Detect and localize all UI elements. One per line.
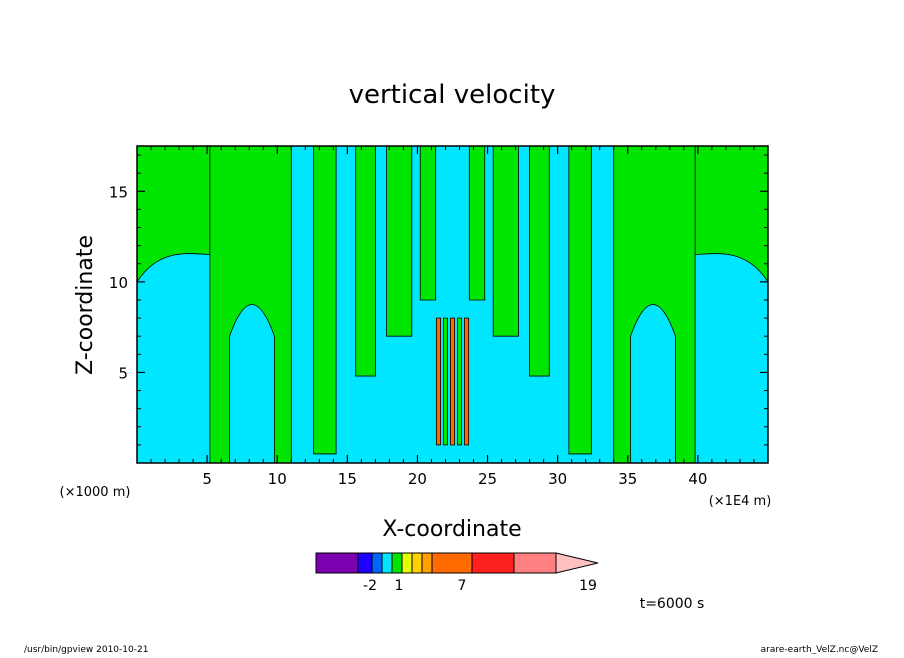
x-tick-label: 35 xyxy=(618,470,637,488)
colorbar-swatch xyxy=(513,552,557,574)
contour-region xyxy=(630,304,676,464)
core-cell xyxy=(449,317,456,446)
chart-title: vertical velocity xyxy=(349,80,556,110)
contour-region xyxy=(419,145,437,301)
contour-region xyxy=(386,145,413,337)
footer-left: /usr/bin/gpview 2010-10-21 xyxy=(24,645,148,654)
colorbar-swatch xyxy=(411,552,423,574)
plot-frame xyxy=(136,145,769,464)
colorbar-swatch xyxy=(471,552,515,574)
colorbar-swatch xyxy=(357,552,373,574)
x-tick-label: 10 xyxy=(268,470,287,488)
colorbar-label: -2 xyxy=(363,578,377,594)
colorbar-swatch xyxy=(401,552,413,574)
x-axis: 5 10 15 20 25 30 35 40 xyxy=(150,146,755,488)
contour-region xyxy=(313,145,337,455)
y-axis: 5 10 15 xyxy=(109,154,768,446)
y-tick-label: 15 xyxy=(109,183,128,201)
x-axis-title: X-coordinate xyxy=(382,517,521,542)
plot-area xyxy=(136,145,769,464)
contour-region xyxy=(529,145,550,377)
x-tick-label: 40 xyxy=(688,470,707,488)
footer-right: arare-earth_VelZ.nc@VelZ xyxy=(761,645,878,654)
colorbar-swatch xyxy=(371,552,383,574)
x-tick-label: 15 xyxy=(338,470,357,488)
colorbar-swatch xyxy=(391,552,403,574)
x-tick-label: 30 xyxy=(548,470,567,488)
x-tick-label: 5 xyxy=(202,470,212,488)
contour-region xyxy=(229,304,275,464)
x-unit-label: (×1000 m) xyxy=(60,485,131,500)
core-cell xyxy=(464,317,470,446)
colorbar-extend-arrow xyxy=(555,552,599,574)
contour-region xyxy=(355,145,376,377)
core-cell xyxy=(435,317,441,446)
time-label: t=6000 s xyxy=(640,596,705,612)
colorbar: -2 1 7 19 xyxy=(315,552,599,594)
colorbar-label: 7 xyxy=(458,578,467,594)
colorbar-label: 19 xyxy=(579,578,597,594)
y-axis-title: Z-coordinate xyxy=(73,235,98,375)
y-tick-label: 5 xyxy=(118,364,128,382)
contour-region xyxy=(568,145,592,455)
colorbar-label: 1 xyxy=(395,578,404,594)
x-tick-label: 20 xyxy=(408,470,427,488)
colorbar-swatch xyxy=(431,552,473,574)
colorbar-swatch xyxy=(315,552,359,574)
contour-region xyxy=(468,145,486,301)
x-tick-label: 25 xyxy=(478,470,497,488)
colorbar-swatch xyxy=(421,552,433,574)
core-cell xyxy=(457,317,463,446)
y-tick-label: 10 xyxy=(109,274,128,292)
colorbar-swatch xyxy=(381,552,393,574)
contour-region xyxy=(492,145,519,337)
core-cell xyxy=(442,317,448,446)
x-scale-note: (×1E4 m) xyxy=(709,494,772,509)
